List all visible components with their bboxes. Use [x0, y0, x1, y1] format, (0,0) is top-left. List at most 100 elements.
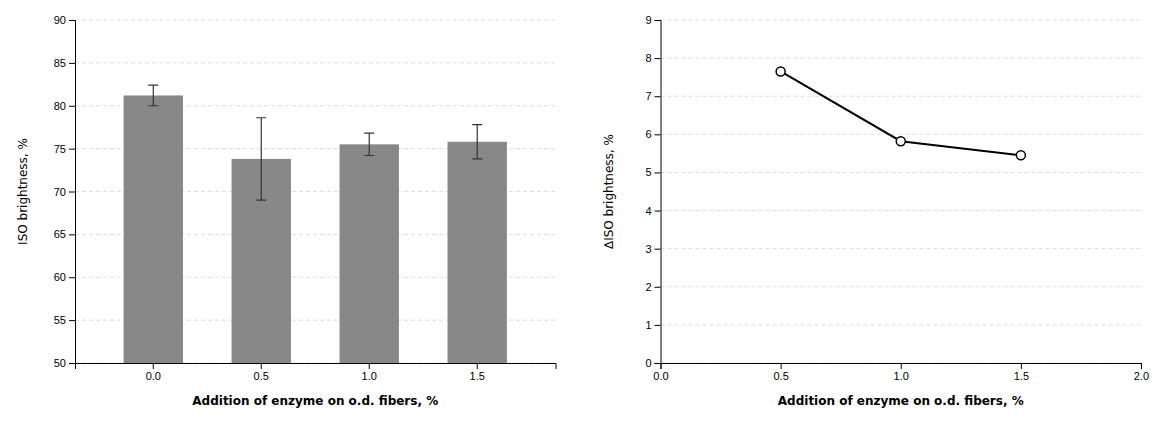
bar [340, 144, 399, 363]
grid-line [661, 248, 1142, 249]
tick-mark [655, 325, 661, 326]
tick: 55 [54, 314, 75, 326]
grid-line [661, 172, 1142, 173]
tick-mark [261, 363, 262, 369]
panel: 0.00.51.01.52.00123456789Addition of enz… [602, 14, 1150, 408]
tick: 1.0 [362, 363, 377, 382]
tick-mark [69, 363, 75, 364]
y-axis: 50 55 60 65 70 75 80 85 90 [54, 14, 76, 369]
tick: 2 [645, 281, 660, 293]
tick-mark [69, 277, 75, 278]
tick: 0.5 [254, 363, 269, 382]
y-axis: 0 1 2 3 4 5 6 7 8 9 [645, 14, 661, 369]
y-axis-title: ISO brightness, % [16, 138, 30, 245]
tick-label: 75 [54, 143, 66, 155]
tick-label: 4 [645, 205, 651, 217]
grid-line [661, 286, 1142, 287]
tick-mark [69, 192, 75, 193]
tick: 5 [645, 166, 660, 178]
tick-label: 85 [54, 57, 66, 69]
tick-mark [655, 172, 661, 173]
tick: 9 [645, 14, 660, 26]
tick-label: 0.0 [653, 370, 668, 382]
tick-label: 55 [54, 314, 66, 326]
tick-label: 60 [54, 271, 66, 283]
tick: 3 [645, 243, 660, 255]
axis-line [76, 364, 557, 370]
tick-label: 2.0 [1134, 370, 1149, 382]
x-axis-title: Addition of enzyme on o.d. fibers, % [192, 394, 438, 408]
tick-mark [655, 363, 661, 364]
error-bar [364, 133, 374, 155]
tick-label: 70 [54, 186, 66, 198]
plot-area [124, 85, 507, 363]
bar [448, 142, 507, 363]
tick-mark [781, 363, 782, 369]
x-axis: 0.0 0.5 1.0 1.5 [76, 363, 557, 382]
tick: 7 [645, 90, 660, 102]
tick-label: 50 [54, 357, 66, 369]
axis-line [661, 364, 1142, 370]
tick: 1.0 [894, 363, 909, 382]
tick-label: 90 [54, 14, 66, 26]
tick-label: 3 [645, 243, 651, 255]
tick: 70 [54, 186, 75, 198]
x-axis-title: Addition of enzyme on o.d. fibers, % [778, 394, 1024, 408]
tick: 90 [54, 14, 75, 26]
bar [124, 95, 183, 363]
tick-label: 7 [645, 90, 651, 102]
tick-label: 9 [645, 14, 651, 26]
tick-label: 0 [645, 357, 651, 369]
tick: 75 [54, 143, 75, 155]
tick: 0.0 [653, 363, 668, 382]
tick: 1.5 [1014, 363, 1029, 382]
tick-mark [69, 320, 75, 321]
tick-mark [655, 58, 661, 59]
point [896, 137, 905, 146]
tick-label: 6 [645, 128, 651, 140]
tick-label: 5 [645, 166, 651, 178]
tick: 60 [54, 271, 75, 283]
tick-label: 8 [645, 52, 651, 64]
tick-mark [655, 96, 661, 97]
panel: 0.0 0.5 1.0 1.5 50 55 60 65 70 75 80 85 90 Addition o… [16, 14, 556, 421]
tick-mark [1021, 363, 1022, 369]
tick-label: 80 [54, 100, 66, 112]
grid-line [75, 62, 556, 63]
figure: 0.00.51.01.5505560657075808590Addition o… [0, 0, 1171, 421]
tick: 1.5 [470, 363, 485, 382]
tick-mark [477, 363, 478, 369]
tick: 0 [645, 357, 660, 369]
tick: 2.0 [1134, 363, 1149, 382]
tick-label: 1.0 [894, 370, 909, 382]
tick-label: 0.5 [254, 370, 269, 382]
tick-label: 0.0 [146, 370, 161, 382]
tick-label: 1 [645, 319, 651, 331]
tick: 65 [54, 228, 75, 240]
tick-mark [69, 106, 75, 107]
grid-line [75, 20, 556, 21]
grid-line [661, 96, 1142, 97]
tick-mark [153, 363, 154, 369]
tick: 0.0 [146, 363, 161, 382]
tick: 80 [54, 100, 75, 112]
tick: 8 [645, 52, 660, 64]
tick-mark [655, 20, 661, 21]
grid-line [661, 210, 1142, 211]
tick-label: 1.0 [362, 370, 377, 382]
tick-mark [69, 149, 75, 150]
axis-line [69, 21, 76, 364]
tick-label: 65 [54, 228, 66, 240]
tick: 85 [54, 57, 75, 69]
tick-label: 1.5 [470, 370, 485, 382]
grid-line [661, 134, 1142, 135]
point [1016, 151, 1025, 160]
tick-mark [901, 363, 902, 369]
error-bar [256, 118, 266, 200]
x-axis: 0.00.51.01.52.0 [653, 363, 1149, 382]
error-bar [148, 85, 158, 106]
tick-mark [655, 211, 661, 212]
tick: 4 [645, 205, 660, 217]
tick-mark [655, 134, 661, 135]
tick-mark [655, 287, 661, 288]
